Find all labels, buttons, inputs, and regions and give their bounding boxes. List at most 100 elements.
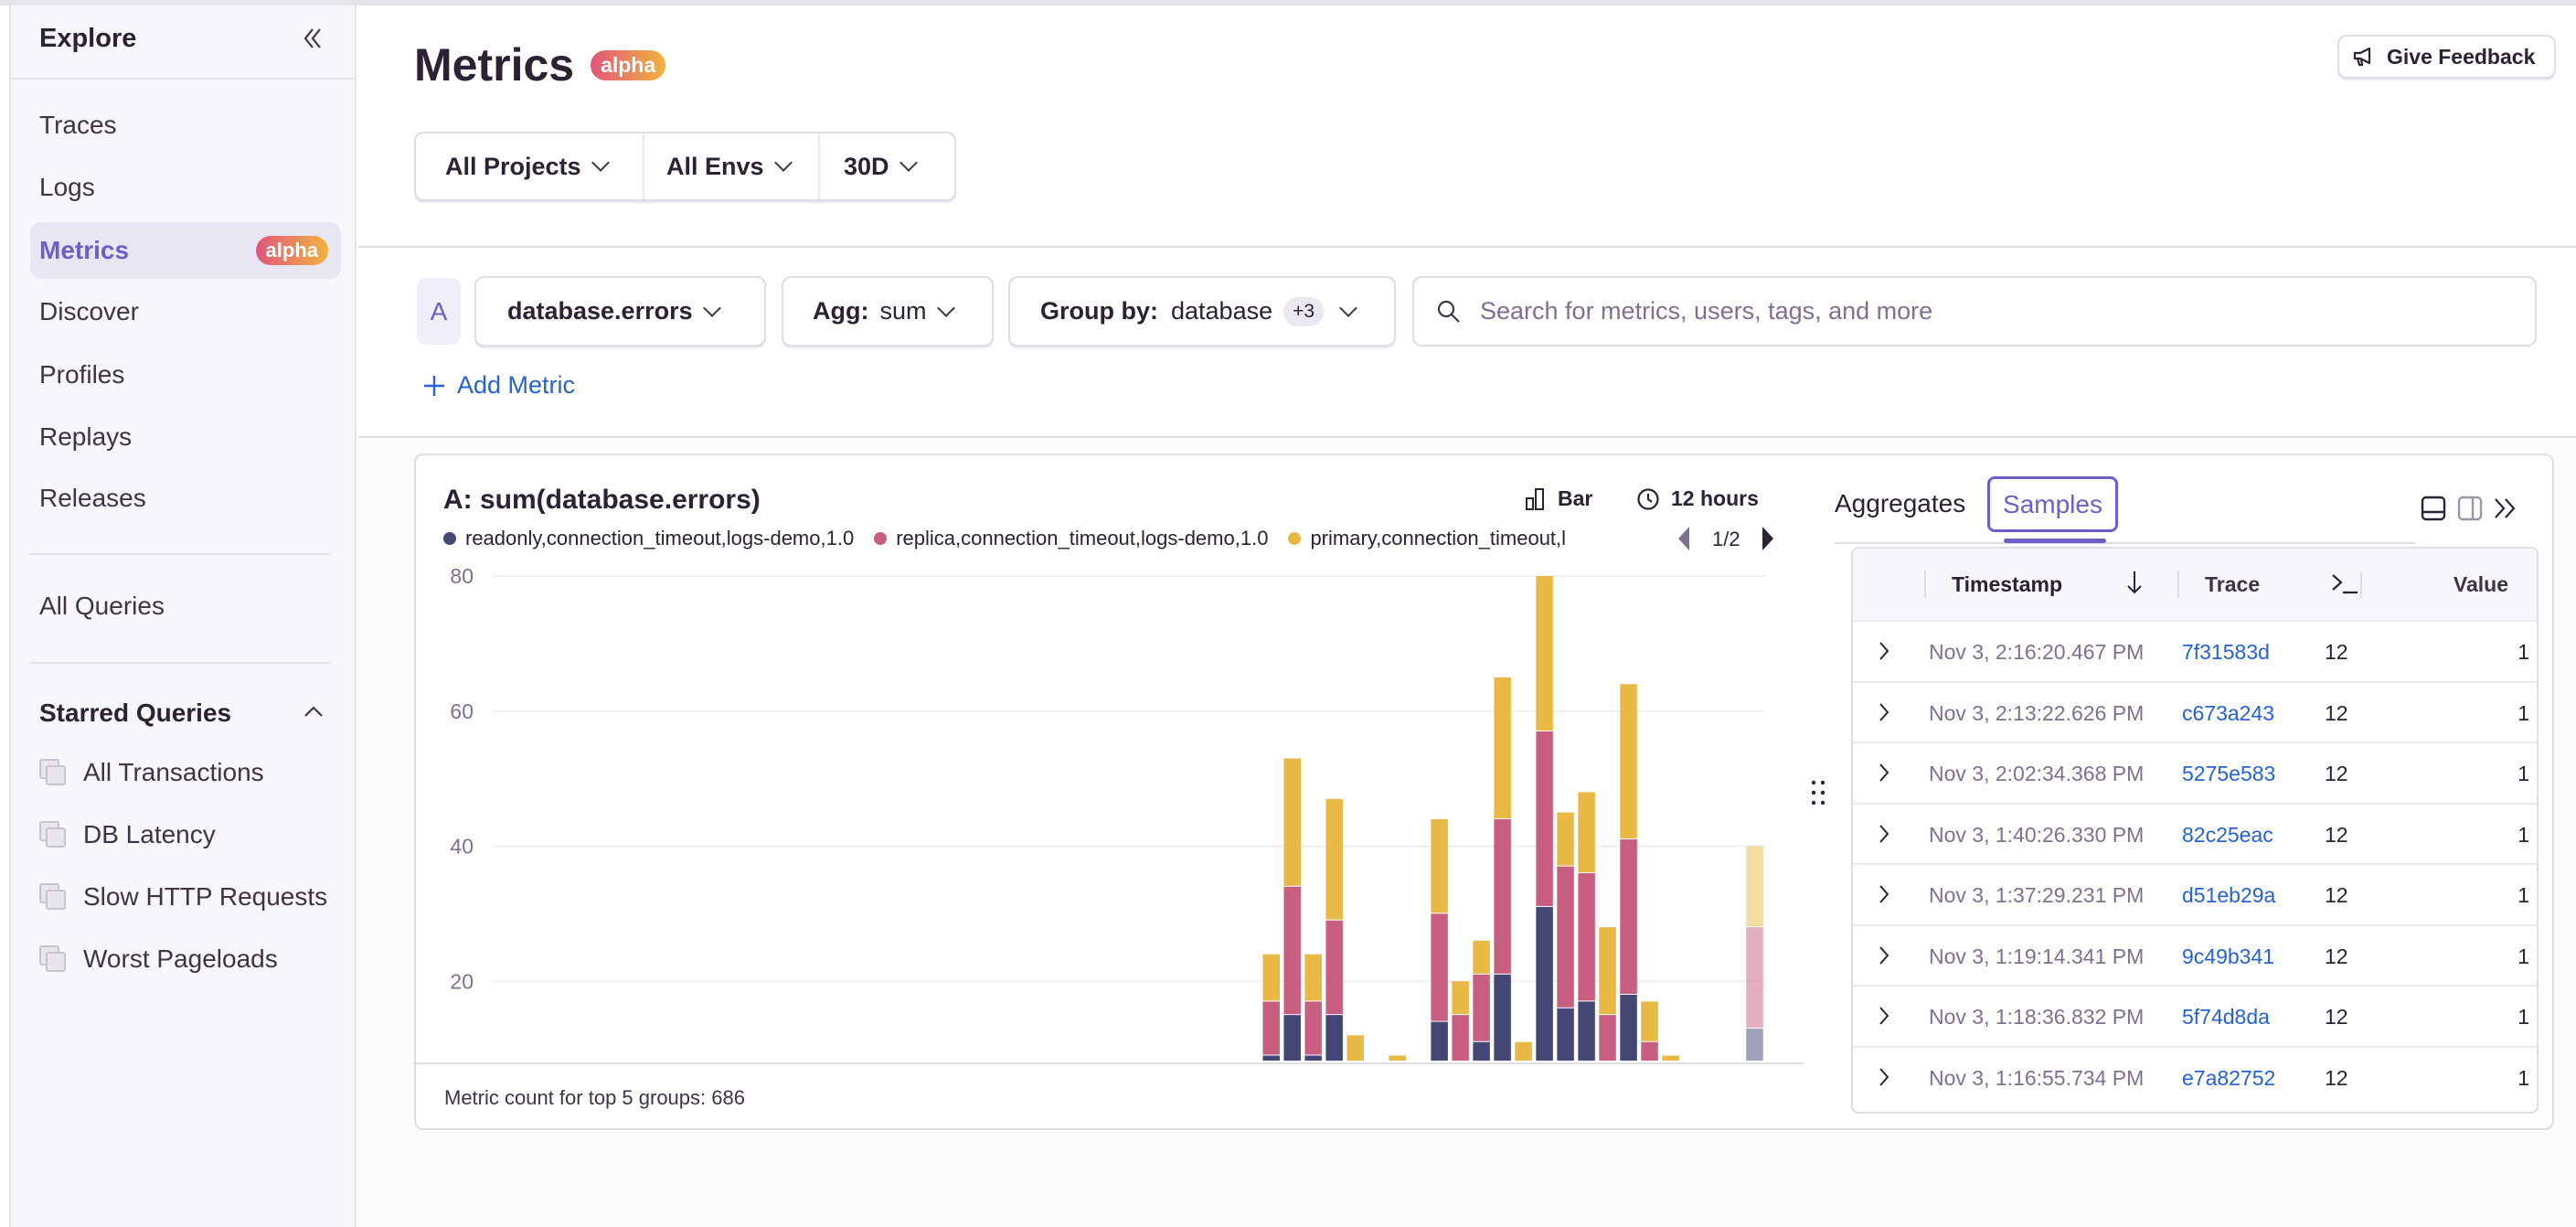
trace-link[interactable]: 9c49b341 <box>2182 944 2275 968</box>
sidebar-item-profiles[interactable]: Profiles <box>30 347 341 403</box>
legend-item[interactable]: replica,connection_timeout,logs-demo,1.0 <box>874 527 1268 550</box>
table-row[interactable]: Nov 3, 1:19:14.341 PM 9c49b341 12 1 <box>1853 923 2537 985</box>
column-header-timestamp[interactable]: Timestamp <box>1952 572 2063 596</box>
window-top-border <box>0 0 2576 5</box>
environment-filter[interactable]: All Envs <box>644 133 820 199</box>
group-by-select[interactable]: Group by: database +3 <box>1008 276 1396 347</box>
legend-item[interactable]: readonly,connection_timeout,logs-demo,1.… <box>443 527 854 550</box>
bar-segment <box>1557 812 1574 866</box>
sidebar-item-logs[interactable]: Logs <box>30 159 341 216</box>
search-input[interactable]: Search for metrics, users, tags, and mor… <box>1412 276 2537 347</box>
tab-aggregates[interactable]: Aggregates <box>1835 489 1966 517</box>
expand-chevron-icon[interactable] <box>1877 1005 1891 1032</box>
interval-button[interactable]: 12 hours <box>1636 486 1759 511</box>
layout-bottom-icon[interactable] <box>2421 496 2446 526</box>
bar-segment <box>1304 1001 1322 1055</box>
legend-item[interactable]: primary,connection_timeout,l <box>1288 527 1566 550</box>
megaphone-icon <box>2352 46 2376 68</box>
double-chevron-left-icon[interactable] <box>300 26 325 56</box>
project-filter[interactable]: All Projects <box>416 133 644 199</box>
clock-icon <box>1636 487 1660 511</box>
bar-segment <box>1473 974 1490 1041</box>
trace-link[interactable]: d51eb29a <box>2182 883 2276 907</box>
bar-segment <box>1452 1015 1469 1061</box>
sidebar-item-discover[interactable]: Discover <box>30 283 341 340</box>
chevron-up-icon[interactable] <box>302 702 325 727</box>
bar-segment <box>1304 1055 1322 1061</box>
period-filter[interactable]: 30D <box>820 133 918 199</box>
drag-handle-icon[interactable] <box>1810 779 1826 811</box>
tab-samples[interactable]: Samples <box>1987 476 2118 532</box>
legend-label: readonly,connection_timeout,logs-demo,1.… <box>465 527 855 549</box>
bar-segment <box>1578 1001 1595 1061</box>
trace-link[interactable]: e7a82752 <box>2182 1065 2276 1090</box>
column-header-trace[interactable]: Trace <box>2205 572 2261 596</box>
table-row[interactable]: Nov 3, 2:02:34.368 PM 5275e583 12 1 <box>1853 742 2537 802</box>
search-icon <box>1436 299 1462 325</box>
starred-query-slow-http[interactable]: Slow HTTP Requests <box>39 874 327 920</box>
sample-value: 1 <box>2517 700 2529 725</box>
sort-descending-icon[interactable] <box>2125 569 2144 602</box>
starred-query-label: Slow HTTP Requests <box>83 882 328 911</box>
expand-chevron-icon[interactable] <box>1877 823 1891 850</box>
legend-next-icon[interactable] <box>1759 525 1777 557</box>
sidebar-item-traces[interactable]: Traces <box>30 97 341 154</box>
legend-dot <box>1288 532 1302 545</box>
sample-value: 1 <box>2517 1065 2529 1090</box>
expand-chevron-icon[interactable] <box>1877 944 1891 972</box>
sample-timestamp: Nov 3, 1:16:55.734 PM <box>1929 1065 2145 1090</box>
sidebar-item-label: Metrics <box>39 236 130 264</box>
bar-segment <box>1452 981 1469 1015</box>
environment-filter-label: All Envs <box>666 152 764 180</box>
sidebar-item-all-queries[interactable]: All Queries <box>30 578 341 635</box>
expand-chevron-icon[interactable] <box>1877 762 1891 789</box>
table-row[interactable]: Nov 3, 1:37:29.231 PM d51eb29a 12 1 <box>1853 863 2537 923</box>
expand-chevron-icon[interactable] <box>1877 1066 1891 1094</box>
trace-link[interactable]: c673a243 <box>2182 700 2275 725</box>
table-row[interactable]: Nov 3, 1:16:55.734 PM e7a82752 12 1 <box>1853 1045 2537 1106</box>
sidebar-item-releases[interactable]: Releases <box>30 470 341 527</box>
give-feedback-button[interactable]: Give Feedback <box>2337 35 2556 79</box>
table-row[interactable]: Nov 3, 1:40:26.330 PM 82c25eac 12 1 <box>1853 802 2537 863</box>
bar-segment <box>1599 1015 1616 1061</box>
expand-chevron-icon[interactable] <box>1877 883 1891 911</box>
give-feedback-label: Give Feedback <box>2387 44 2536 69</box>
starred-query-all-transactions[interactable]: All Transactions <box>39 750 264 795</box>
starred-query-worst-pageloads[interactable]: Worst Pageloads <box>39 936 278 982</box>
legend-prev-icon[interactable] <box>1675 525 1693 557</box>
bar-segment <box>1746 846 1763 927</box>
table-row[interactable]: Nov 3, 2:13:22.626 PM c673a243 12 1 <box>1853 680 2537 742</box>
trace-link[interactable]: 5275e583 <box>2182 762 2276 785</box>
header-divider <box>358 246 2576 248</box>
column-header-value[interactable]: Value <box>2453 572 2508 596</box>
table-row[interactable]: Nov 3, 1:18:36.832 PM 5f74d8da 12 1 <box>1853 985 2537 1045</box>
metric-select[interactable]: database.errors <box>474 276 766 347</box>
trace-link[interactable]: 7f31583d <box>2182 640 2270 664</box>
legend-page: 1/2 <box>1712 528 1740 550</box>
expand-chevron-icon[interactable] <box>1877 640 1891 667</box>
plus-icon <box>422 374 446 398</box>
table-row[interactable]: Nov 3, 2:16:20.467 PM 7f31583d 12 1 <box>1853 620 2537 680</box>
sidebar-item-replays[interactable]: Replays <box>30 409 341 465</box>
legend-label: primary,connection_timeout,l <box>1310 527 1567 549</box>
expand-chevron-icon[interactable] <box>1877 701 1891 729</box>
y-tick-label: 80 <box>450 564 474 588</box>
double-chevron-right-icon[interactable] <box>2492 496 2519 526</box>
aggregation-label: Agg: <box>813 297 869 325</box>
aggregation-select[interactable]: Agg: sum <box>782 276 994 347</box>
trace-link[interactable]: 5f74d8da <box>2182 1005 2270 1029</box>
add-metric-button[interactable]: Add Metric <box>422 371 575 400</box>
span-count: 12 <box>2325 883 2348 907</box>
trace-link[interactable]: 82c25eac <box>2182 822 2273 847</box>
bar-segment <box>1431 1021 1448 1061</box>
layout-side-icon[interactable] <box>2457 496 2483 526</box>
bar-segment <box>1325 798 1343 920</box>
sample-timestamp: Nov 3, 1:40:26.330 PM <box>1929 822 2145 847</box>
group-by-value: database <box>1171 297 1273 325</box>
bar-segment <box>1578 792 1595 873</box>
chart-type-button[interactable]: Bar <box>1525 486 1592 511</box>
starred-queries-heading: Starred Queries <box>39 699 232 727</box>
sidebar-item-metrics[interactable]: Metrics alpha <box>30 222 341 279</box>
bar-segment <box>1283 1015 1301 1061</box>
starred-query-db-latency[interactable]: DB Latency <box>39 812 216 858</box>
